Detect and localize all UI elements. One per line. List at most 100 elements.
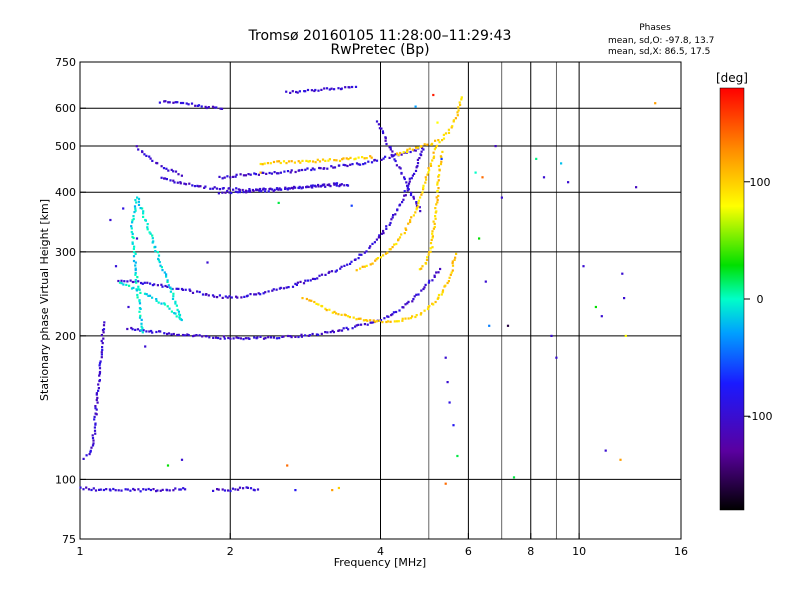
- echo-point: [298, 185, 301, 188]
- echo-point: [155, 490, 158, 493]
- echo-point: [370, 156, 373, 159]
- echo-point: [153, 283, 156, 286]
- echo-point: [284, 187, 287, 190]
- echo-point: [93, 415, 96, 418]
- echo-point: [249, 173, 252, 176]
- echo-point: [146, 281, 149, 284]
- echo-point: [100, 334, 103, 337]
- echo-point: [542, 176, 546, 179]
- echo-point: [344, 164, 347, 167]
- echo-point: [365, 264, 368, 267]
- chart-title: Tromsø 20160105 11:28:00–11:29:43: [248, 28, 512, 44]
- echo-point: [201, 335, 204, 338]
- echo-point: [281, 335, 284, 338]
- echo-point: [93, 418, 96, 421]
- echo-point: [392, 214, 395, 217]
- echo-point: [242, 191, 245, 194]
- x-tick-label: 1: [77, 545, 84, 558]
- echo-point: [439, 163, 443, 166]
- echo-point: [311, 160, 315, 163]
- echo-point: [163, 303, 167, 306]
- echo-point: [178, 317, 182, 320]
- echo-point: [339, 184, 342, 187]
- echo-point: [137, 285, 140, 288]
- echo-point: [287, 160, 291, 163]
- echo-point: [267, 190, 270, 193]
- echo-point: [383, 317, 386, 320]
- echo-point: [404, 317, 407, 320]
- echo-point: [395, 320, 399, 323]
- echo-point: [316, 277, 319, 280]
- echo-point: [351, 85, 354, 89]
- echo-point: [354, 85, 358, 88]
- echo-point: [434, 139, 437, 142]
- echo-point: [444, 132, 448, 135]
- echo-point: [216, 336, 220, 340]
- echo-point: [451, 125, 454, 128]
- echo-point: [435, 203, 438, 206]
- echo-point: [276, 160, 279, 163]
- echo-point: [301, 168, 304, 172]
- echo-point: [427, 171, 430, 174]
- echo-point: [100, 353, 103, 356]
- echo-point: [345, 326, 348, 329]
- echo-point: [135, 145, 138, 148]
- echo-point: [447, 128, 450, 131]
- echo-point: [409, 317, 413, 320]
- echo-point: [172, 332, 175, 336]
- echo-point: [379, 319, 383, 322]
- echo-point: [244, 337, 247, 340]
- echo-point: [304, 279, 307, 282]
- echo-point: [217, 488, 220, 491]
- echo-point: [130, 225, 133, 228]
- echo-point: [249, 487, 253, 490]
- echo-point: [435, 271, 438, 274]
- echo-point: [334, 182, 337, 185]
- echo-point: [172, 170, 175, 173]
- echo-point: [375, 159, 379, 162]
- echo-point: [95, 393, 98, 396]
- echo-point: [434, 215, 437, 218]
- echo-point: [290, 169, 293, 172]
- echo-point: [323, 167, 326, 170]
- echo-point: [146, 226, 149, 229]
- echo-point: [335, 182, 339, 185]
- echo-point: [302, 282, 306, 285]
- echo-point: [427, 281, 430, 284]
- echo-point: [347, 315, 350, 318]
- echo-point: [340, 313, 343, 316]
- echo-point: [423, 143, 426, 146]
- echo-point: [307, 334, 310, 337]
- echo-point: [388, 156, 391, 159]
- echo-point: [272, 336, 275, 339]
- echo-point: [451, 269, 454, 272]
- echo-point: [324, 307, 327, 310]
- echo-point: [138, 310, 141, 313]
- echo-point: [221, 296, 224, 299]
- echo-point: [358, 253, 361, 256]
- echo-point: [172, 295, 175, 298]
- echo-point: [349, 262, 352, 265]
- echo-point: [437, 187, 440, 190]
- echo-point: [426, 173, 429, 176]
- echo-point: [432, 93, 435, 97]
- echo-point: [304, 334, 307, 337]
- echo-point: [79, 486, 82, 489]
- echo-point: [232, 175, 235, 178]
- echo-point: [276, 188, 279, 191]
- echo-point: [380, 158, 383, 161]
- echo-point: [166, 280, 169, 283]
- echo-point: [337, 87, 340, 90]
- echo-point: [369, 321, 372, 324]
- echo-point: [294, 282, 297, 285]
- echo-point: [398, 166, 401, 169]
- echo-point: [92, 439, 95, 442]
- echo-point: [354, 157, 357, 160]
- echo-point: [179, 101, 183, 105]
- phase-colorbar: [719, 87, 745, 511]
- echo-point: [214, 336, 218, 339]
- echo-point: [134, 268, 137, 272]
- echo-point: [109, 218, 112, 222]
- echo-point: [249, 190, 252, 193]
- echo-point: [338, 185, 341, 188]
